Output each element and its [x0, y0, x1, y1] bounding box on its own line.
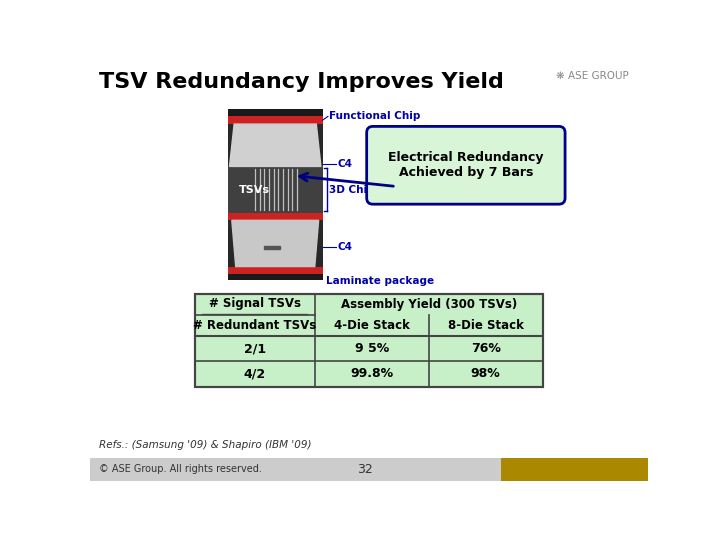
Text: © ASE Group. All rights reserved.: © ASE Group. All rights reserved.: [99, 464, 262, 474]
Text: ❋ ASE GROUP: ❋ ASE GROUP: [556, 71, 629, 82]
Bar: [228, 166, 323, 213]
Text: Assembly Yield (300 TSVs): Assembly Yield (300 TSVs): [341, 298, 517, 311]
Bar: [90, 457, 648, 481]
Bar: [228, 274, 323, 280]
Bar: [194, 294, 543, 387]
Text: 76%: 76%: [471, 342, 500, 355]
Bar: [500, 457, 648, 481]
Text: 8-Die Stack: 8-Die Stack: [448, 319, 523, 332]
Text: # Signal TSVs: # Signal TSVs: [209, 297, 301, 310]
Text: C4: C4: [338, 159, 353, 169]
Bar: [194, 294, 543, 387]
Text: C4: C4: [338, 242, 353, 252]
Text: 4-Die Stack: 4-Die Stack: [334, 319, 410, 332]
Text: TSV Redundancy Improves Yield: TSV Redundancy Improves Yield: [99, 72, 504, 92]
Polygon shape: [230, 124, 321, 166]
Text: Refs.: (Samsung '09) & Shapiro (IBM '09): Refs.: (Samsung '09) & Shapiro (IBM '09): [99, 440, 312, 450]
Text: Electrical Redundancy
Achieved by 7 Bars: Electrical Redundancy Achieved by 7 Bars: [388, 151, 544, 179]
Polygon shape: [232, 220, 319, 267]
Text: 4/2: 4/2: [243, 367, 266, 381]
FancyBboxPatch shape: [366, 126, 565, 204]
Bar: [228, 213, 323, 220]
Text: 2/1: 2/1: [243, 342, 266, 355]
Bar: [228, 267, 323, 274]
Bar: [228, 117, 323, 124]
Text: TSVs: TSVs: [239, 185, 270, 194]
Text: 32: 32: [357, 463, 373, 476]
Text: Functional Chip: Functional Chip: [330, 111, 421, 122]
Text: 9 5%: 9 5%: [354, 342, 389, 355]
Polygon shape: [264, 246, 280, 249]
Bar: [228, 109, 323, 274]
Text: 3D Chip: 3D Chip: [329, 185, 374, 194]
Text: 99.8%: 99.8%: [350, 367, 393, 381]
Text: Laminate package: Laminate package: [326, 276, 434, 286]
Bar: [228, 109, 323, 117]
Text: # Redundant TSVs: # Redundant TSVs: [193, 319, 316, 332]
Text: 98%: 98%: [471, 367, 500, 381]
